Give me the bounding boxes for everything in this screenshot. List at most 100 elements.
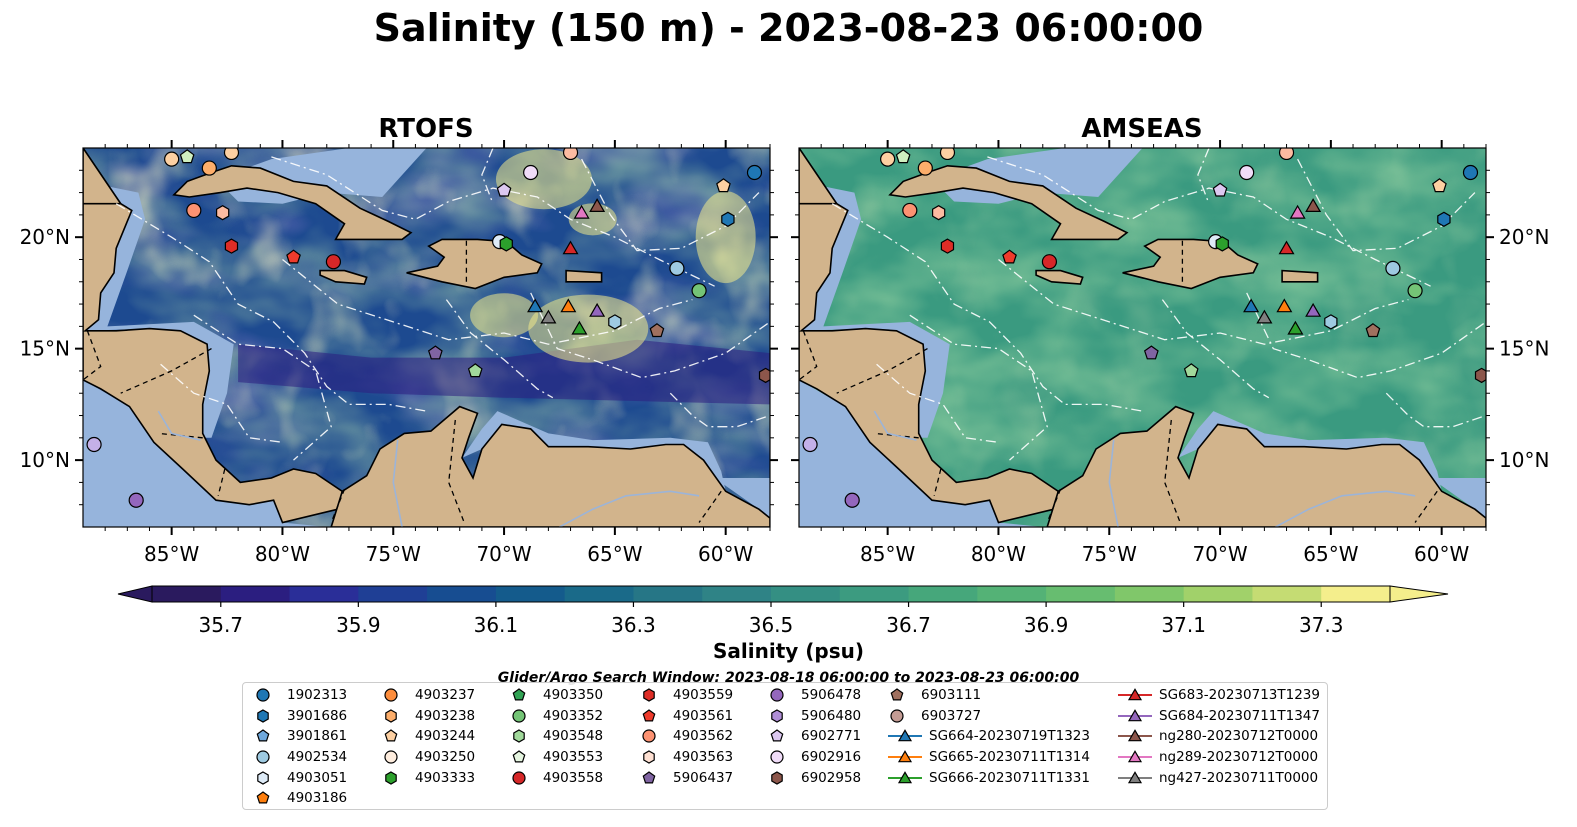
triangle-marker-icon xyxy=(1118,770,1152,784)
observation-marker-14 xyxy=(1289,204,1306,219)
observation-legend: 1902313 3901686 3901861 4902534 4903051 49031… xyxy=(242,682,1328,810)
hexagon-marker-icon xyxy=(643,750,655,764)
pentagon-marker-icon xyxy=(890,688,904,701)
hexagon-marker-icon xyxy=(513,729,525,744)
colorbar-level xyxy=(495,586,566,602)
circle-marker-icon xyxy=(642,729,656,743)
triangle-marker-icon xyxy=(1118,750,1152,763)
observation-marker-22 xyxy=(608,314,622,330)
observation-marker-4 xyxy=(902,202,918,219)
lat-tick-label: 10°N xyxy=(20,448,70,472)
observation-marker-17 xyxy=(527,298,544,313)
colorbar-tick-label: 37.1 xyxy=(1161,613,1206,637)
circle-marker-icon xyxy=(384,750,398,764)
colorbar-tick-label: 36.9 xyxy=(1024,613,1069,637)
pentagon-marker-icon xyxy=(384,729,398,742)
colorbar-level xyxy=(358,586,428,602)
circle-marker-icon xyxy=(770,750,784,764)
observation-marker-12 xyxy=(1239,164,1255,181)
legend-label: SG666-20230711T1331 xyxy=(929,769,1090,786)
observation-marker-5 xyxy=(931,205,946,221)
pentagon-marker-icon xyxy=(256,729,270,742)
observation-marker-21 xyxy=(1305,302,1322,317)
lon-tick-label: 85°W xyxy=(860,542,915,566)
lon-tick-label: 75°W xyxy=(1082,542,1137,566)
colorbar-level xyxy=(427,586,497,602)
observation-marker-29 xyxy=(1474,367,1486,384)
observation-marker-2 xyxy=(917,160,933,176)
observation-marker-25 xyxy=(1432,178,1447,193)
observation-marker-0 xyxy=(880,151,896,167)
observation-marker-32 xyxy=(86,436,102,453)
observation-marker-30 xyxy=(427,345,443,360)
legend-label: 4903051 xyxy=(287,769,348,786)
legend-label: 4903561 xyxy=(673,707,734,724)
observation-marker-15 xyxy=(589,198,606,212)
pentagon-marker-icon xyxy=(512,688,526,701)
colorbar-level xyxy=(564,586,635,602)
legend-label: 4903244 xyxy=(415,728,476,745)
panel-title-amseas: AMSEAS xyxy=(1081,114,1203,144)
observation-marker-4 xyxy=(186,202,202,219)
triangle-marker-icon xyxy=(1118,708,1152,721)
observation-marker-11 xyxy=(1212,182,1228,197)
hexagon-marker-icon xyxy=(643,688,655,702)
land-centralam xyxy=(83,148,344,524)
land-cuba xyxy=(888,164,1129,241)
land-southam xyxy=(1046,405,1486,527)
observation-marker-26 xyxy=(746,164,763,181)
observation-marker-21 xyxy=(589,302,606,317)
observation-marker-23 xyxy=(669,260,685,276)
colorbar-level xyxy=(702,586,772,602)
observation-marker-25 xyxy=(716,178,731,193)
colorbar-extend-high xyxy=(1389,585,1449,603)
observation-marker-8 xyxy=(325,254,342,270)
observation-marker-1 xyxy=(179,149,195,164)
legend-label: 5906478 xyxy=(801,687,862,703)
colorbar-level xyxy=(1183,586,1254,602)
lon-tick-label: 65°W xyxy=(587,542,642,566)
triangle-marker-icon xyxy=(888,729,922,742)
observation-marker-33 xyxy=(844,492,860,508)
legend-label: ng280-20230712T0000 xyxy=(1159,728,1319,745)
legend-label: 4903559 xyxy=(673,687,734,703)
observation-marker-22 xyxy=(1324,314,1338,330)
colorbar-extend-low xyxy=(117,585,153,603)
legend-label: 4903562 xyxy=(673,728,734,745)
observation-marker-31 xyxy=(1183,363,1199,378)
colorbar-tick-label: 36.1 xyxy=(474,613,519,637)
colorbar-level xyxy=(220,586,291,602)
land-yucatanTop xyxy=(83,148,123,205)
colorbar-level xyxy=(908,586,978,602)
observation-marker-27 xyxy=(1437,211,1451,227)
legend-label: 4903548 xyxy=(543,728,604,745)
observation-marker-28 xyxy=(649,323,665,338)
pentagon-marker-icon xyxy=(642,771,656,784)
land-puertorico xyxy=(1281,269,1319,283)
observation-marker-31 xyxy=(467,363,483,378)
legend-label: 4903237 xyxy=(415,687,476,703)
colorbar-level xyxy=(771,586,841,602)
observation-marker-10 xyxy=(499,236,513,252)
map-figure: 85°W 80°W 75°W 70°W 65°W 60°W 20°N 15°N 10°N 85°… xyxy=(20,140,1549,637)
observation-marker-24 xyxy=(691,283,707,299)
observation-marker-2 xyxy=(201,160,217,176)
lat-tick-label: 20°N xyxy=(20,225,70,249)
legend-label: SG683-20230713T1239 xyxy=(1159,687,1320,703)
observation-marker-6 xyxy=(224,238,239,254)
colorbar-level xyxy=(1046,586,1116,602)
page-title: Salinity (150 m) - 2023-08-23 06:00:00 xyxy=(373,6,1204,50)
rtofs-map-panel: 85°W 80°W 75°W 70°W 65°W 60°W 20°N 15°N 10°N xyxy=(20,140,778,566)
legend-label: 6902916 xyxy=(801,749,862,766)
hexagon-marker-icon xyxy=(257,708,269,723)
observation-marker-23 xyxy=(1385,260,1401,276)
land-cuba xyxy=(172,164,413,241)
observation-marker-16 xyxy=(1278,240,1295,255)
legend-label: 4903563 xyxy=(673,749,734,766)
circle-marker-icon xyxy=(512,771,526,785)
legend-label: SG665-20230711T1314 xyxy=(929,749,1090,766)
observation-marker-14 xyxy=(573,204,590,219)
pentagon-marker-icon xyxy=(512,750,526,763)
colorbar-level xyxy=(152,586,222,602)
colorbar-tick-label: 37.3 xyxy=(1299,613,1344,637)
